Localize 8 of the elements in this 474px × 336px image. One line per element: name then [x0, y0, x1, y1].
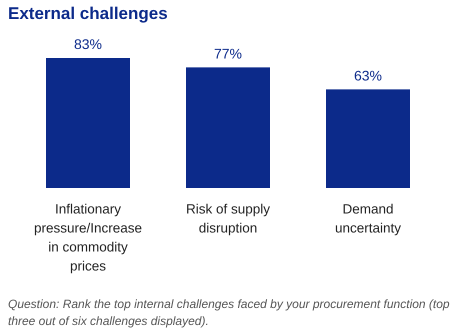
x-tick-label: Risk of supply disruption: [186, 202, 270, 236]
chart-title: External challenges: [8, 4, 169, 24]
data-label: 83%: [74, 36, 102, 52]
x-tick-label: Inflationary pressure/Increase in commodity prices: [34, 202, 142, 274]
x-tick-label: Demand uncertainty: [334, 202, 402, 236]
data-label: 77%: [214, 45, 242, 62]
text: Question: Rank the top internal challenges faced by your procurement function (top three out of six challenges displayed).: [8, 296, 451, 330]
data-label: 63%: [354, 67, 382, 84]
